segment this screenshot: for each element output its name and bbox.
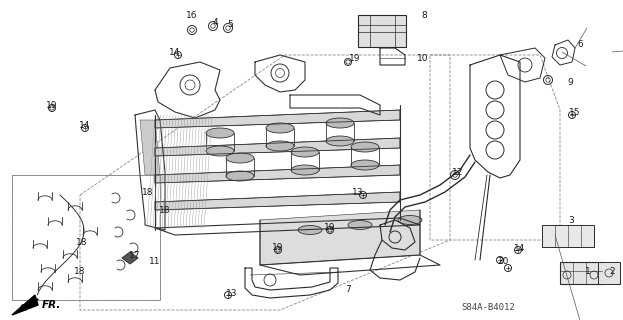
Bar	[12, 175, 160, 300]
Ellipse shape	[291, 147, 319, 157]
Ellipse shape	[226, 153, 254, 163]
Text: 19: 19	[272, 243, 283, 252]
Text: 17: 17	[129, 252, 141, 260]
Ellipse shape	[298, 226, 322, 235]
Text: 20: 20	[497, 258, 509, 267]
Text: 4: 4	[212, 18, 218, 27]
Bar	[598, 262, 620, 284]
Text: 9: 9	[567, 77, 573, 86]
Polygon shape	[155, 110, 400, 128]
Ellipse shape	[291, 165, 319, 175]
Text: 11: 11	[150, 258, 161, 267]
Ellipse shape	[326, 136, 354, 146]
Text: 10: 10	[417, 53, 429, 62]
Ellipse shape	[206, 146, 234, 156]
Ellipse shape	[266, 141, 294, 151]
Text: FR.: FR.	[42, 300, 62, 310]
Bar	[358, 15, 406, 47]
Text: 2: 2	[609, 268, 615, 276]
Text: 12: 12	[452, 167, 464, 177]
Text: 1: 1	[585, 268, 591, 276]
Text: 5: 5	[227, 20, 233, 28]
Text: S84A-B4012: S84A-B4012	[461, 303, 515, 313]
Text: 19: 19	[350, 53, 361, 62]
Text: 13: 13	[352, 188, 364, 196]
Text: 14: 14	[79, 121, 91, 130]
Text: 18: 18	[142, 188, 154, 196]
Bar	[560, 262, 602, 284]
Text: 13: 13	[226, 290, 238, 299]
Ellipse shape	[206, 128, 234, 138]
Ellipse shape	[266, 123, 294, 133]
Text: 8: 8	[421, 11, 427, 20]
Polygon shape	[155, 192, 400, 210]
Text: 14: 14	[515, 244, 526, 252]
Ellipse shape	[326, 118, 354, 128]
Polygon shape	[12, 295, 38, 315]
Ellipse shape	[398, 215, 422, 225]
Polygon shape	[122, 252, 138, 264]
Text: 7: 7	[345, 285, 351, 294]
Polygon shape	[140, 120, 160, 175]
Text: 18: 18	[159, 205, 171, 214]
Text: 18: 18	[76, 237, 88, 246]
Polygon shape	[155, 138, 400, 156]
Text: 18: 18	[74, 268, 86, 276]
Text: 19: 19	[324, 222, 336, 231]
Text: 19: 19	[46, 100, 58, 109]
Polygon shape	[260, 210, 420, 265]
Text: 15: 15	[569, 108, 581, 116]
Ellipse shape	[351, 160, 379, 170]
Text: 14: 14	[169, 47, 181, 57]
Ellipse shape	[226, 171, 254, 181]
Ellipse shape	[351, 142, 379, 152]
Text: 16: 16	[186, 11, 197, 20]
Ellipse shape	[348, 220, 372, 229]
Bar	[542, 225, 594, 247]
Text: 6: 6	[577, 39, 583, 49]
Polygon shape	[155, 165, 400, 183]
Text: 3: 3	[568, 215, 574, 225]
